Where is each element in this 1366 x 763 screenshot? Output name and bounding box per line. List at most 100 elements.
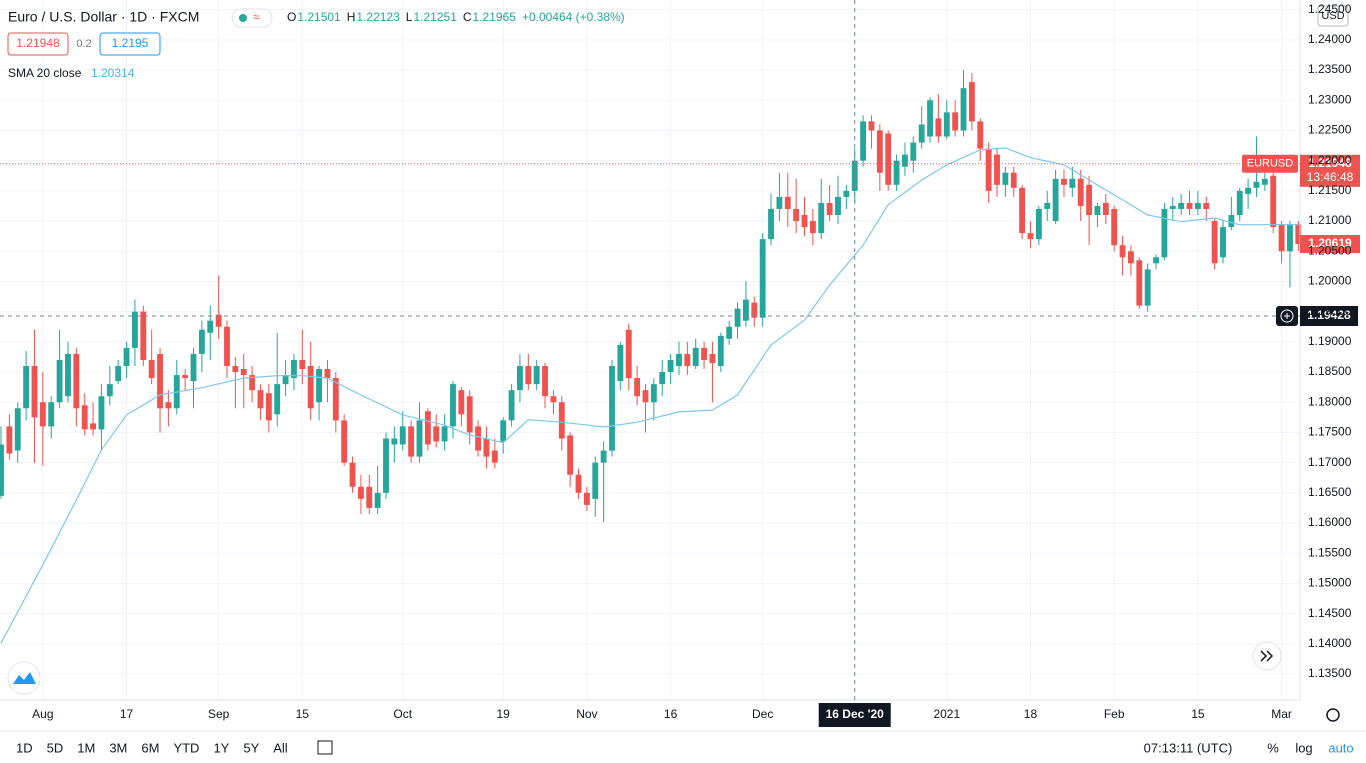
indicator-name[interactable]: SMA 20 close: [8, 66, 82, 80]
range-button[interactable]: 5Y: [243, 740, 259, 755]
countdown: 13:46:48: [1307, 170, 1354, 184]
candle-body: [793, 208, 800, 222]
status-pill[interactable]: [231, 8, 273, 28]
settings-icon[interactable]: [1326, 708, 1340, 722]
candle-body: [835, 196, 841, 216]
candle-body: [667, 359, 674, 373]
sma-line: [0, 147, 1299, 644]
candle-body: [1278, 224, 1285, 252]
clock: 07:13:11 (UTC): [1144, 740, 1233, 755]
x-tick-label: Oct: [393, 707, 412, 721]
range-button[interactable]: 3M: [109, 740, 127, 755]
candle-body: [31, 366, 38, 418]
y-tick-label: 1.22000: [1308, 153, 1352, 167]
y-tick-label: 1.15000: [1308, 576, 1352, 590]
scroll-icon: [1260, 650, 1274, 662]
candle-body: [935, 118, 942, 137]
candle-body: [826, 202, 833, 216]
candle-body: [140, 311, 147, 360]
candle-body: [39, 402, 46, 427]
range-button[interactable]: 1Y: [213, 740, 229, 755]
y-tick-label: 1.14000: [1308, 636, 1352, 650]
sell-price[interactable]: 1.21948: [16, 36, 60, 50]
quote-value: 1.22123: [356, 10, 400, 24]
candle-body: [860, 121, 867, 161]
date-range-icon[interactable]: [317, 740, 333, 755]
candle-body: [525, 366, 532, 385]
currency[interactable]: USD: [1321, 10, 1344, 22]
candle-body: [558, 402, 565, 439]
candle-body: [1002, 172, 1009, 185]
candle-body: [1270, 175, 1277, 228]
candle-body: [240, 369, 247, 376]
buy-price[interactable]: 1.2195: [112, 36, 149, 50]
candle-body: [282, 375, 289, 385]
candle-body: [458, 390, 465, 415]
scale-option[interactable]: auto: [1328, 740, 1353, 755]
candle-body: [215, 314, 222, 327]
candle-body: [56, 359, 63, 403]
candle-body: [332, 378, 339, 421]
candle-body: [994, 154, 1000, 185]
scale-option[interactable]: %: [1267, 740, 1279, 755]
range-button[interactable]: 1D: [16, 740, 33, 755]
candle-body: [843, 190, 850, 197]
candle-body: [424, 411, 431, 445]
candle-body: [1094, 205, 1101, 216]
candle-body: [952, 112, 959, 131]
symbol-tag: [1242, 154, 1298, 173]
candle-body: [1044, 202, 1051, 209]
x-tick-label: Mar: [1271, 707, 1292, 721]
candle-body: [609, 366, 615, 451]
candle-body: [291, 359, 297, 379]
candle-body: [90, 423, 97, 430]
currency-box[interactable]: [1317, 5, 1349, 27]
candle-body: [684, 353, 691, 367]
range-button[interactable]: YTD: [173, 740, 199, 755]
crosshair-y-label: 1.19428: [1307, 308, 1351, 322]
x-tick-label: Dec: [752, 707, 773, 721]
candle-body: [1136, 260, 1143, 306]
candle-body: [876, 130, 883, 173]
candle-body: [818, 202, 825, 234]
candle-body: [600, 450, 607, 463]
candle-body: [625, 329, 632, 379]
candle-body: [316, 369, 322, 403]
buy-box[interactable]: [99, 32, 161, 56]
candle-body: [131, 311, 138, 348]
sell-box[interactable]: [7, 32, 69, 56]
y-tick-label: 1.23000: [1308, 92, 1352, 106]
y-tick-label: 1.24000: [1308, 32, 1352, 46]
candle-body: [759, 239, 766, 318]
range-button[interactable]: 1M: [77, 740, 95, 755]
candle-body: [910, 142, 917, 161]
candle-body: [81, 405, 88, 430]
last-price-label: 1.21948: [1308, 156, 1352, 170]
candle-body: [801, 215, 808, 228]
candle-body: [575, 474, 582, 493]
range-button[interactable]: All: [273, 740, 288, 755]
delay-icon: ≈: [253, 10, 260, 24]
x-tick-label: Nov: [576, 707, 597, 721]
symbol-title[interactable]: Euro / U.S. Dollar · 1D · FXCM: [8, 9, 199, 25]
candle-body: [450, 384, 456, 427]
x-tick-label: 18: [1024, 707, 1038, 721]
range-button[interactable]: 6M: [141, 740, 159, 755]
candle-body: [466, 396, 473, 433]
candle-body: [1052, 178, 1059, 222]
candle-body: [299, 359, 306, 370]
candle-body: [1203, 202, 1210, 209]
y-tick-label: 1.21500: [1308, 183, 1352, 197]
candle-body: [659, 372, 666, 385]
y-tick-label: 1.18000: [1308, 394, 1352, 408]
scale-option[interactable]: log: [1295, 740, 1312, 755]
spread: 0.2: [76, 38, 91, 50]
candle-body: [307, 366, 314, 409]
y-tick-label: 1.19500: [1308, 304, 1352, 318]
crosshair-y-tag: [1300, 305, 1358, 326]
quote-label: O: [287, 10, 296, 24]
range-button[interactable]: 5D: [47, 740, 64, 755]
candle-body: [1027, 233, 1034, 240]
logo[interactable]: [7, 661, 41, 695]
